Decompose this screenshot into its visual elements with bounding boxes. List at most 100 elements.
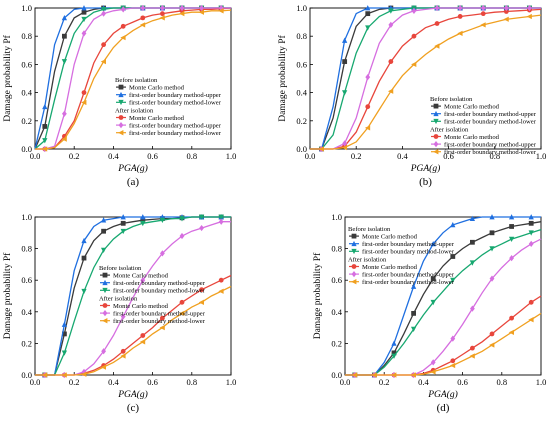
data-point <box>160 11 165 17</box>
data-point <box>160 4 165 12</box>
data-point <box>81 9 87 15</box>
data-point <box>140 15 146 21</box>
x-tick-label: 1.0 <box>536 151 547 161</box>
data-point <box>341 144 348 151</box>
legend-label: Monte Carlo method <box>444 134 500 141</box>
series-line <box>35 214 231 378</box>
legend-label: Monte Carlo method <box>444 104 500 111</box>
y-tick-label: 1.0 <box>21 212 32 222</box>
data-point <box>120 228 126 235</box>
y-tick-label: 0.8 <box>331 244 342 254</box>
data-point <box>101 42 106 48</box>
data-point <box>469 260 476 266</box>
legend-marker <box>351 270 357 278</box>
data-point <box>100 247 107 254</box>
data-point <box>434 21 440 26</box>
series-path <box>345 295 542 376</box>
legend-marker <box>351 240 357 247</box>
legend-label: first-order boundary method-lower <box>129 130 222 137</box>
series-path <box>345 228 542 376</box>
data-point <box>508 214 515 220</box>
data-point <box>457 30 463 37</box>
series-path <box>35 7 231 150</box>
series-path <box>35 285 232 376</box>
x-tick-label: 0.6 <box>147 151 158 161</box>
data-point <box>528 230 534 236</box>
legend-label: first-order boundary method-upper <box>129 123 222 130</box>
data-point <box>449 362 456 369</box>
data-point <box>318 146 324 152</box>
legend-marker <box>433 103 439 109</box>
data-point <box>218 214 224 220</box>
data-point <box>480 4 486 12</box>
data-point <box>81 255 87 261</box>
data-point <box>434 43 440 49</box>
legend-label: first-order boundary method-upper <box>362 241 455 248</box>
x-axis-label: PGA(g) <box>117 163 148 174</box>
legend-group-title: Before isolation <box>99 265 142 272</box>
data-point <box>81 5 87 11</box>
data-point <box>450 222 456 228</box>
data-point <box>434 4 440 12</box>
data-point <box>388 21 394 29</box>
chart-panel-4: 0.0 0.2 0.4 0.6 0.8 1.0 0.0 0.2 0.4 0.6 0.8 1.0 PGA(… <box>312 212 546 414</box>
legend-label: first-order boundary method-upper <box>444 111 537 118</box>
legend-marker <box>102 309 108 317</box>
legend-group-title: Before isolation <box>115 77 158 84</box>
data-point <box>159 217 166 224</box>
data-point <box>81 99 87 106</box>
legend-label: first-order boundary method-lower <box>113 288 206 295</box>
x-tick-label: 1.0 <box>226 377 237 387</box>
data-point <box>120 313 126 320</box>
data-point <box>101 228 106 234</box>
data-point <box>120 220 126 226</box>
data-point <box>41 372 48 378</box>
legend-marker <box>433 118 439 125</box>
data-point <box>139 339 146 345</box>
data-point <box>503 16 509 22</box>
y-axis-label: Damage probability Pf <box>2 34 13 121</box>
data-point <box>509 254 514 262</box>
legend-marker <box>118 115 124 120</box>
data-point <box>371 372 377 378</box>
data-point <box>81 371 87 377</box>
data-point <box>199 224 204 232</box>
panel-label: (c) <box>127 402 140 414</box>
x-tick-label: 0.6 <box>457 377 468 387</box>
y-tick-label: 0.4 <box>331 307 342 317</box>
data-point <box>199 4 204 12</box>
y-tick-label: 0.8 <box>296 31 307 41</box>
data-point <box>199 287 205 293</box>
data-point <box>61 14 68 21</box>
y-tick-label: 0.0 <box>296 144 307 154</box>
data-point <box>62 33 67 39</box>
data-point <box>140 333 146 338</box>
legend-label: first-order boundary method-lower <box>113 318 206 325</box>
data-point <box>430 369 436 375</box>
data-point <box>179 4 185 12</box>
data-point <box>365 11 371 17</box>
data-point <box>450 254 456 259</box>
data-point <box>480 11 486 17</box>
data-point <box>527 4 532 12</box>
data-point <box>388 8 394 14</box>
data-point <box>179 232 185 240</box>
legend-group-title: After isolation <box>430 126 469 133</box>
data-point <box>100 58 106 65</box>
data-point <box>365 104 371 110</box>
y-tick-label: 1.0 <box>296 3 307 13</box>
legend-label: Monte Carlo method <box>362 264 418 271</box>
data-point <box>528 214 534 220</box>
data-point <box>140 4 146 12</box>
data-point <box>81 30 87 37</box>
y-axis-label: Damage probability Pf <box>312 252 323 339</box>
data-point <box>100 217 107 223</box>
legend-marker <box>351 233 357 239</box>
legend-label: first-order boundary method-upper <box>113 280 206 287</box>
data-point <box>411 310 416 316</box>
legend-label: first-order boundary method-lower <box>444 119 537 126</box>
legend-marker <box>102 272 108 278</box>
panel-label: (b) <box>419 176 432 188</box>
legend-label: first-order boundary method-lower <box>362 249 455 256</box>
